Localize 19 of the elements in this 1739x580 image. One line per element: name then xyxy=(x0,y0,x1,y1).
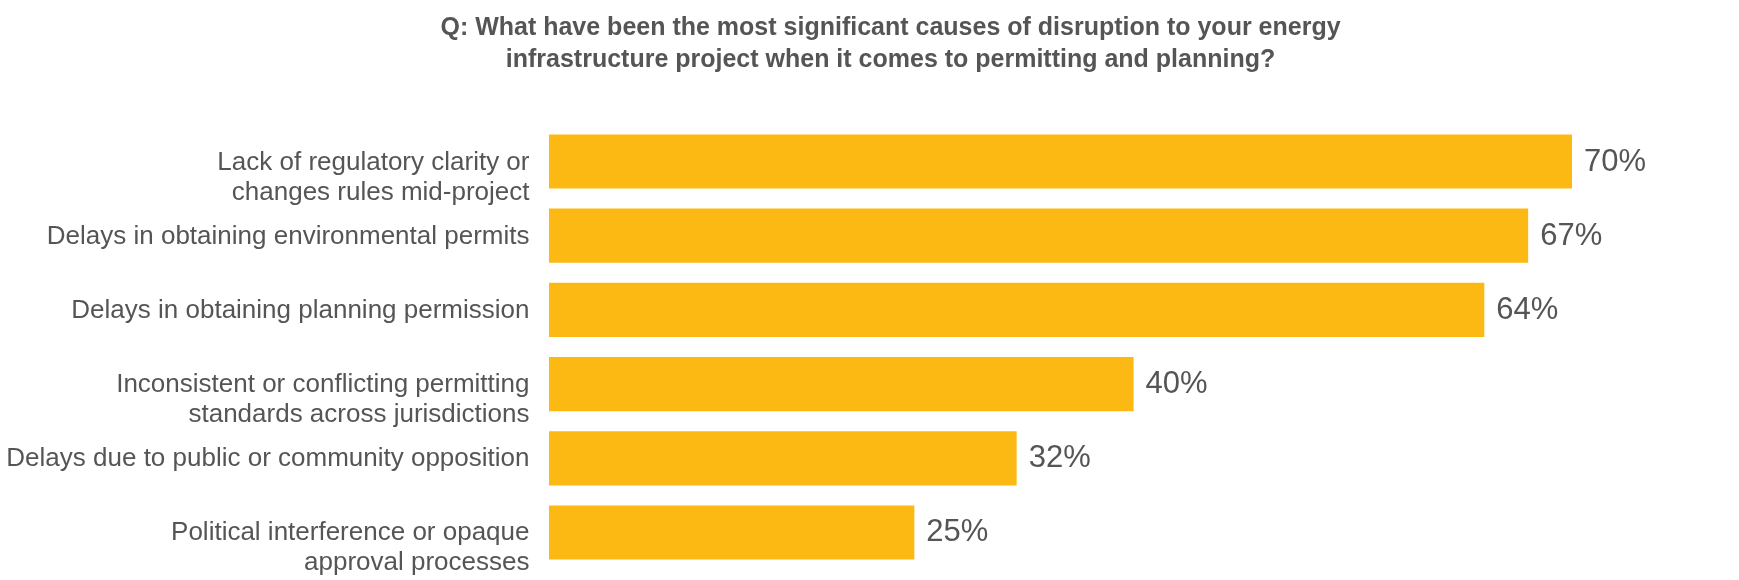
y-tick-label: Delays in obtaining planning permission xyxy=(71,293,530,324)
bar xyxy=(549,134,1572,189)
y-tick-label: Lack of regulatory clarity or changes rules mid-project xyxy=(217,145,531,206)
y-tick-label: Delays due to public or community opposition xyxy=(6,442,530,473)
data-label: 40% xyxy=(1145,365,1208,401)
chart-title: Q: What have been the most significant causes of disruption to your energy infrastructure project when it comes to permitting and planning? xyxy=(440,12,1341,72)
y-tick-label: Delays in obtaining environmental permits xyxy=(46,219,530,250)
data-label: 67% xyxy=(1540,216,1603,252)
y-tick-label: Inconsistent or conflicting permitting standards across jurisdictions xyxy=(116,368,530,429)
bar xyxy=(549,431,1017,486)
y-tick-label: Political interference or opaque approval processes xyxy=(171,516,530,577)
bar xyxy=(549,208,1529,263)
bar xyxy=(549,357,1134,412)
data-label: 25% xyxy=(926,513,989,549)
data-label: 64% xyxy=(1496,290,1559,326)
data-label: 32% xyxy=(1028,439,1091,475)
bar xyxy=(549,282,1485,337)
data-label: 70% xyxy=(1584,142,1647,178)
bar xyxy=(549,505,915,560)
